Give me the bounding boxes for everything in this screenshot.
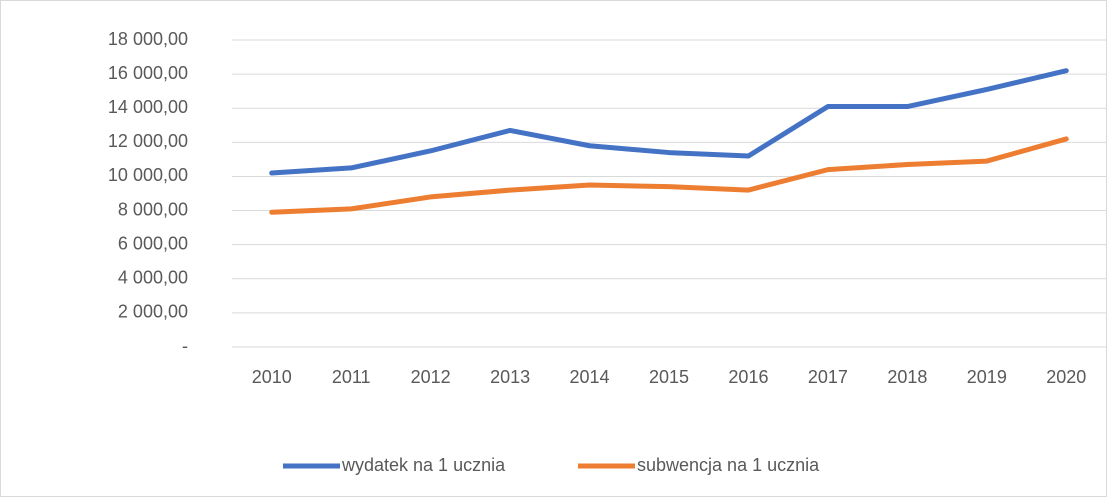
x-tick-label: 2015 xyxy=(649,367,689,387)
y-tick-label: 12 000,00 xyxy=(108,131,188,151)
series-line xyxy=(269,68,1069,176)
x-tick-label: 2017 xyxy=(808,367,848,387)
x-tick-label: 2019 xyxy=(967,367,1007,387)
x-tick-label: 2016 xyxy=(728,367,768,387)
x-tick-label: 2010 xyxy=(252,367,292,387)
x-tick-label: 2020 xyxy=(1046,367,1086,387)
x-tick-label: 2011 xyxy=(332,367,371,387)
y-tick-label: 14 000,00 xyxy=(108,97,188,117)
y-tick-label: 6 000,00 xyxy=(118,233,188,253)
y-tick-label: 18 000,00 xyxy=(108,29,188,49)
x-tick-label: 2013 xyxy=(490,367,530,387)
y-tick-label: 16 000,00 xyxy=(108,63,188,83)
y-tick-label: 4 000,00 xyxy=(118,268,188,288)
y-tick-label: 10 000,00 xyxy=(108,165,188,185)
y-tick-label: 8 000,00 xyxy=(118,199,188,219)
x-tick-label: 2018 xyxy=(887,367,927,387)
x-tick-label: 2012 xyxy=(411,367,451,387)
x-tick-label: 2014 xyxy=(570,367,610,387)
y-tick-label: 2 000,00 xyxy=(118,302,188,322)
legend-label: wydatek na 1 ucznia xyxy=(341,455,506,475)
legend-label: subwencja na 1 ucznia xyxy=(637,455,820,475)
y-tick-label: - xyxy=(182,336,188,356)
series-line xyxy=(269,136,1069,215)
